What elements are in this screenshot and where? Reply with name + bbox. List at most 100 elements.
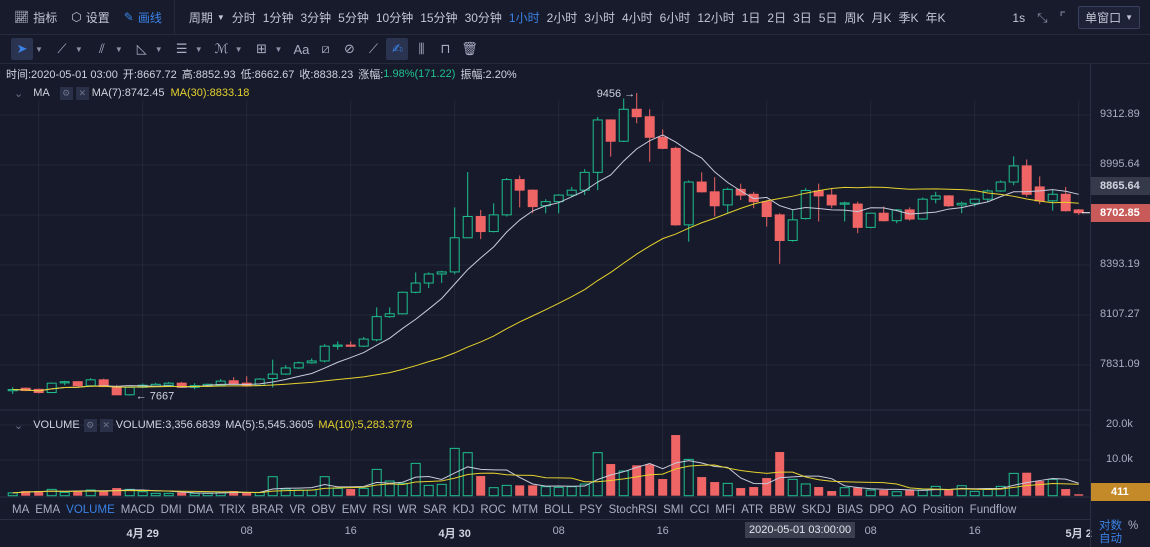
caret-down-icon[interactable]: ▼ bbox=[114, 44, 123, 54]
interval-7[interactable]: 1小时 bbox=[508, 10, 540, 25]
indicator-tab-kdj[interactable]: KDJ bbox=[452, 504, 475, 516]
interval-1[interactable]: 1分钟 bbox=[262, 10, 294, 25]
rectangle-tool[interactable]: ⊞ bbox=[251, 38, 273, 60]
interval-20[interactable]: 年K bbox=[925, 10, 946, 25]
settings-button[interactable]: ⬡ 设置 bbox=[71, 9, 110, 26]
info-low: 低:8662.67 bbox=[240, 69, 295, 81]
candlestick-chart[interactable]: 9456 → ← 7667 bbox=[0, 0, 1090, 519]
caret-down-icon[interactable]: ▼ bbox=[154, 44, 163, 54]
indicator-tab-trix[interactable]: TRIX bbox=[219, 504, 246, 516]
indicator-tab-boll[interactable]: BOLL bbox=[544, 504, 574, 516]
indicator-tab-emv[interactable]: EMV bbox=[341, 504, 367, 516]
interval-18[interactable]: 月K bbox=[871, 10, 892, 25]
indicator-tab-skdj[interactable]: SKDJ bbox=[801, 504, 831, 516]
interval-13[interactable]: 1日 bbox=[741, 10, 761, 25]
interval-12[interactable]: 12小时 bbox=[697, 10, 735, 25]
indicator-tab-atr[interactable]: ATR bbox=[741, 504, 764, 516]
interval-19[interactable]: 季K bbox=[898, 10, 919, 25]
indicator-tab-ao[interactable]: AO bbox=[900, 504, 917, 516]
log-scale-toggle[interactable]: 对数 bbox=[1099, 520, 1122, 532]
collapse-chevron-icon[interactable]: ⌄ bbox=[14, 419, 24, 432]
indicator-tab-bbw[interactable]: BBW bbox=[769, 504, 796, 516]
continuous-draw-tool[interactable]: ✍ bbox=[386, 38, 409, 60]
candle bbox=[423, 272, 434, 289]
caret-down-icon[interactable]: ▼ bbox=[35, 44, 43, 54]
interval-0[interactable]: 分时 bbox=[231, 10, 256, 25]
indicator-tab-dpo[interactable]: DPO bbox=[869, 504, 895, 516]
line-tool[interactable]: ⟋ bbox=[51, 38, 73, 60]
close-icon[interactable]: ✕ bbox=[99, 418, 113, 432]
channel-tool[interactable]: ⫽ bbox=[91, 38, 113, 60]
interval-8[interactable]: 2小时 bbox=[546, 10, 578, 25]
draw-button[interactable]: ✎ 画线 bbox=[124, 9, 162, 26]
indicator-tab-volume[interactable]: VOLUME bbox=[66, 504, 115, 516]
collapse-icon[interactable]: ⤡ bbox=[1037, 9, 1048, 25]
gear-icon[interactable]: ⚙ bbox=[83, 418, 97, 432]
interval-6[interactable]: 30分钟 bbox=[464, 10, 502, 25]
caret-down-icon[interactable]: ▼ bbox=[74, 44, 83, 54]
gear-icon[interactable]: ⚙ bbox=[59, 86, 73, 100]
text-tool[interactable]: Aa bbox=[290, 38, 312, 60]
candle bbox=[748, 191, 759, 209]
interval-3[interactable]: 5分钟 bbox=[338, 10, 369, 25]
fibonacci-tool[interactable]: ℳ bbox=[211, 38, 233, 60]
interval-2[interactable]: 3分钟 bbox=[300, 10, 332, 25]
interval-5[interactable]: 15分钟 bbox=[420, 10, 458, 25]
indicator-tab-obv[interactable]: OBV bbox=[311, 504, 336, 516]
indicator-tab-roc[interactable]: ROC bbox=[480, 504, 506, 516]
indicator-tab-stochrsi[interactable]: StochRSI bbox=[608, 504, 658, 516]
indicator-tab-dmi[interactable]: DMI bbox=[160, 504, 182, 516]
indicator-tab-vr[interactable]: VR bbox=[289, 504, 306, 516]
candle-body bbox=[800, 189, 811, 220]
indicator-tab-wr[interactable]: WR bbox=[397, 504, 417, 516]
measure-tool[interactable]: ⧄ bbox=[314, 38, 336, 60]
indicator-tab-bias[interactable]: BIAS bbox=[836, 504, 864, 516]
candle bbox=[501, 177, 512, 217]
window-mode-select[interactable]: 单窗口 ▼ bbox=[1078, 6, 1140, 29]
volume-bar bbox=[579, 483, 590, 497]
interval-10[interactable]: 4小时 bbox=[621, 10, 653, 25]
caret-down-icon[interactable]: ▼ bbox=[194, 44, 203, 54]
indicator-tab-mtm[interactable]: MTM bbox=[511, 504, 539, 516]
angle-tool[interactable]: ◺ bbox=[131, 38, 153, 60]
interval-17[interactable]: 周K bbox=[844, 10, 865, 25]
lock-tool[interactable]: ⊓ bbox=[434, 38, 456, 60]
caret-down-icon[interactable]: ▼ bbox=[274, 44, 283, 54]
refresh-rate[interactable]: 1s bbox=[1012, 10, 1026, 25]
interval-9[interactable]: 3小时 bbox=[584, 10, 615, 25]
indicators-button[interactable]: 📈︎ 指标 bbox=[14, 9, 57, 26]
caret-down-icon[interactable]: ▼ bbox=[234, 44, 243, 54]
interval-14[interactable]: 2日 bbox=[767, 10, 787, 25]
percent-scale-toggle[interactable]: % bbox=[1128, 520, 1139, 532]
price-axis[interactable] bbox=[1090, 64, 1150, 547]
indicator-tab-ema[interactable]: EMA bbox=[35, 504, 61, 516]
indicator-tab-cci[interactable]: CCI bbox=[689, 504, 710, 516]
magnet-tool[interactable]: ⊘ bbox=[338, 38, 360, 60]
horizontal-lines-tool[interactable]: ☰ bbox=[171, 38, 193, 60]
delete-tool[interactable]: 🗑︎ bbox=[458, 38, 480, 60]
indicator-tab-psy[interactable]: PSY bbox=[579, 504, 603, 516]
indicator-tab-position[interactable]: Position bbox=[922, 504, 964, 516]
indicator-tab-ma[interactable]: MA bbox=[12, 504, 30, 516]
indicator-tab-macd[interactable]: MACD bbox=[120, 504, 155, 516]
interval-16[interactable]: 5日 bbox=[818, 10, 838, 25]
auto-scale-toggle[interactable]: 自动 bbox=[1099, 533, 1122, 545]
indicator-tab-fundflow[interactable]: Fundflow bbox=[969, 504, 1017, 516]
indicator-tab-sar[interactable]: SAR bbox=[422, 504, 447, 516]
indicator-tab-smi[interactable]: SMI bbox=[663, 504, 684, 516]
cursor-tool[interactable]: ➤ bbox=[11, 38, 33, 60]
collapse-chevron-icon[interactable]: ⌄ bbox=[14, 87, 24, 100]
add-window-icon[interactable]: ⌜ bbox=[1059, 9, 1067, 25]
indicator-tab-brar[interactable]: BRAR bbox=[251, 504, 284, 516]
indicator-tab-rsi[interactable]: RSI bbox=[372, 504, 392, 516]
indicator-tab-mfi[interactable]: MFI bbox=[715, 504, 736, 516]
indicator-tab-dma[interactable]: DMA bbox=[187, 504, 214, 516]
show-hide-tool[interactable]: ⫼ bbox=[410, 38, 432, 60]
period-dropdown[interactable]: 周期 ▼ bbox=[189, 9, 225, 26]
ruler-tool[interactable]: ⟋ bbox=[362, 38, 384, 60]
close-icon[interactable]: ✕ bbox=[75, 86, 89, 100]
candle bbox=[1008, 156, 1019, 186]
interval-4[interactable]: 10分钟 bbox=[375, 10, 414, 25]
interval-15[interactable]: 3日 bbox=[793, 10, 812, 25]
interval-11[interactable]: 6小时 bbox=[659, 10, 691, 25]
